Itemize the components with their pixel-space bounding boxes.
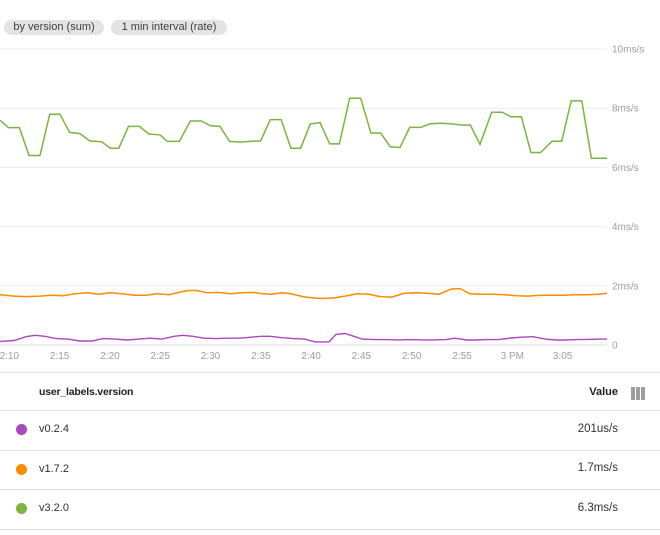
svg-text:2:15: 2:15: [50, 351, 70, 362]
svg-text:2:25: 2:25: [150, 351, 170, 362]
svg-text:2:10: 2:10: [0, 351, 19, 362]
svg-text:3:05: 3:05: [553, 351, 573, 362]
svg-text:8ms/s: 8ms/s: [612, 104, 639, 115]
svg-text:2:45: 2:45: [352, 351, 372, 362]
svg-text:6ms/s: 6ms/s: [612, 163, 639, 174]
svg-text:0: 0: [612, 341, 618, 352]
svg-text:2:40: 2:40: [301, 351, 321, 362]
svg-text:2:35: 2:35: [251, 351, 271, 362]
svg-text:2ms/s: 2ms/s: [612, 281, 639, 292]
svg-text:10ms/s: 10ms/s: [612, 45, 644, 56]
svg-text:3 PM: 3 PM: [501, 351, 524, 362]
svg-text:4ms/s: 4ms/s: [612, 222, 639, 233]
svg-text:2:50: 2:50: [402, 351, 422, 362]
svg-text:2:30: 2:30: [201, 351, 221, 362]
svg-text:2:55: 2:55: [452, 351, 472, 362]
svg-text:2:20: 2:20: [100, 351, 120, 362]
